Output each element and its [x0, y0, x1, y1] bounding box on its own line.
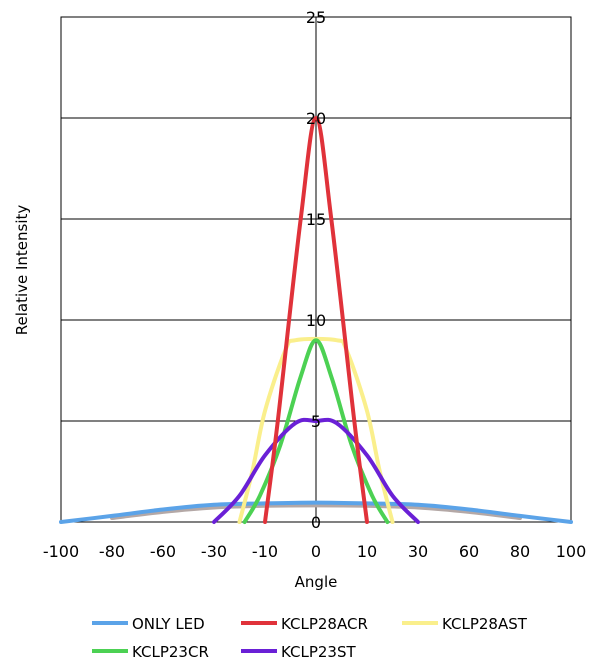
y-tick-labels: 0 5 10 15 20 25	[306, 8, 326, 532]
legend: ONLY LED KCLP28ACR KCLP28AST KCLP23CR KCLP23…	[92, 615, 528, 661]
y-tick-label: 10	[306, 311, 326, 330]
x-tick-label: 10	[357, 542, 377, 561]
x-tick-label: -10	[252, 542, 278, 561]
y-axis-title: Relative Intensity	[13, 205, 31, 336]
x-tick-labels: -100 -80 -60 -30 -10 0 10 30 60 80 100	[43, 542, 586, 561]
series-line-only-led-grey-trace	[110, 503, 522, 520]
x-tick-label: -60	[150, 542, 176, 561]
y-tick-label: 15	[306, 210, 326, 229]
legend-label: KCLP23ST	[281, 643, 357, 661]
series-layer	[59, 116, 573, 524]
y-tick-label: 5	[311, 412, 321, 431]
legend-item: KCLP23CR	[92, 643, 209, 661]
x-tick-label: 100	[556, 542, 587, 561]
y-tick-label: 20	[306, 109, 326, 128]
series-line-kclp23st	[212, 417, 420, 524]
series-line-kclp23cr	[242, 338, 390, 524]
legend-label: KCLP28ACR	[281, 615, 368, 633]
x-tick-label: 80	[510, 542, 530, 561]
legend-item: KCLP28AST	[402, 615, 528, 633]
x-tick-label: 60	[459, 542, 479, 561]
y-tick-label: 25	[306, 8, 326, 27]
x-tick-label: 30	[408, 542, 428, 561]
x-tick-label: -100	[43, 542, 79, 561]
x-tick-label: -80	[99, 542, 125, 561]
legend-label: KCLP23CR	[132, 643, 209, 661]
x-tick-label: 0	[311, 542, 321, 561]
x-tick-label: -30	[201, 542, 227, 561]
series-line-only-led	[59, 500, 573, 524]
x-axis-title: Angle	[295, 573, 338, 591]
series-line-kclp28acr	[263, 116, 369, 524]
legend-item: KCLP28ACR	[241, 615, 368, 633]
legend-item: KCLP23ST	[241, 643, 357, 661]
legend-label: ONLY LED	[132, 615, 205, 633]
legend-label: KCLP28AST	[442, 615, 528, 633]
legend-item: ONLY LED	[92, 615, 205, 633]
y-tick-label: 0	[311, 513, 321, 532]
